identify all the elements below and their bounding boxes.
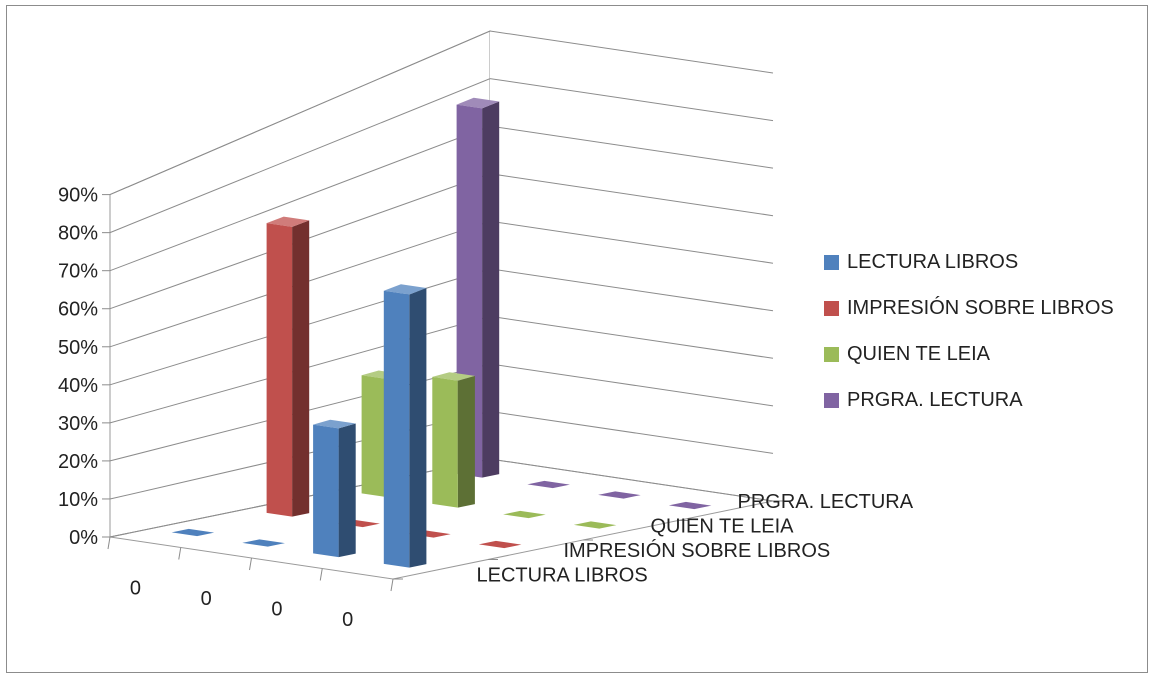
bar-side [482, 101, 500, 478]
back-wall [490, 31, 773, 501]
y-tick-label: 40% [58, 375, 98, 397]
depth-label: IMPRESIÓN SOBRE LIBROS [564, 539, 831, 562]
depth-label: LECTURA LIBROS [477, 564, 648, 586]
bar-side [338, 423, 356, 558]
legend-label: PRGRA. LECTURA [847, 388, 1023, 411]
legend-swatch [824, 346, 839, 362]
x-tick-mark [249, 557, 252, 571]
y-tick-label: 80% [58, 223, 98, 245]
x-tick-mark [178, 547, 182, 560]
legend-label: IMPRESIÓN SOBRE LIBROS [847, 296, 1114, 319]
legend-label: LECTURA LIBROS [847, 250, 1019, 273]
gridline [109, 78, 774, 234]
y-tick-label: 30% [58, 413, 98, 435]
bar-top [313, 419, 356, 429]
bar [383, 290, 410, 568]
gridline [109, 30, 774, 196]
bar-top [266, 216, 310, 227]
y-tick-label: 10% [58, 489, 98, 511]
depth-label: PRGRA. LECTURA [738, 491, 914, 513]
legend-item-lectura-libros: LECTURA LIBROS [824, 250, 1114, 274]
y-tick-label: 50% [58, 337, 98, 359]
bar-side [409, 288, 427, 568]
bar-zero-marker [527, 480, 570, 489]
bar-zero-marker [668, 501, 712, 510]
bar-zero-marker [478, 540, 522, 549]
bar-side [292, 220, 310, 517]
legend-item-impresion-sobre-libros: IMPRESIÓN SOBRE LIBROS [824, 296, 1114, 320]
category-label: 0 [201, 588, 212, 610]
bar [313, 424, 339, 558]
x-tick-mark [107, 536, 111, 550]
legend-label: QUIEN TE LEIA [847, 342, 991, 365]
legend-item-quien-te-leia: QUIEN TE LEIA [824, 342, 1114, 366]
y-tick-label: 60% [58, 299, 98, 321]
legend: LECTURA LIBROS IMPRESIÓN SOBRE LIBROS QU… [824, 250, 1114, 434]
category-label: 0 [271, 598, 282, 620]
bar-top [432, 372, 475, 381]
bar-zero-marker [598, 491, 641, 499]
bar [266, 223, 293, 517]
bar-zero-marker [503, 510, 546, 519]
bar [432, 376, 458, 508]
category-label: 0 [130, 577, 141, 599]
bar [361, 375, 388, 498]
y-tick-label: 70% [58, 261, 98, 283]
bar-zero-marker [242, 539, 285, 547]
legend-swatch [824, 254, 839, 270]
bar-top [456, 97, 500, 109]
y-tick-label: 0% [69, 527, 98, 549]
bar-zero-marker [171, 528, 215, 537]
legend-swatch [824, 300, 839, 316]
legend-item-prgra-lectura: PRGRA. LECTURA [824, 388, 1114, 412]
y-tick-label: 90% [58, 185, 98, 207]
bar-zero-marker [573, 521, 617, 529]
depth-label: QUIEN TE LEIA [651, 515, 795, 537]
y-tick-label: 20% [58, 451, 98, 473]
category-label: 0 [342, 609, 353, 631]
x-tick-mark [319, 568, 323, 581]
bar-side [457, 375, 475, 508]
x-tick-mark [390, 578, 394, 592]
legend-swatch [824, 392, 839, 408]
bar-top [383, 284, 427, 295]
